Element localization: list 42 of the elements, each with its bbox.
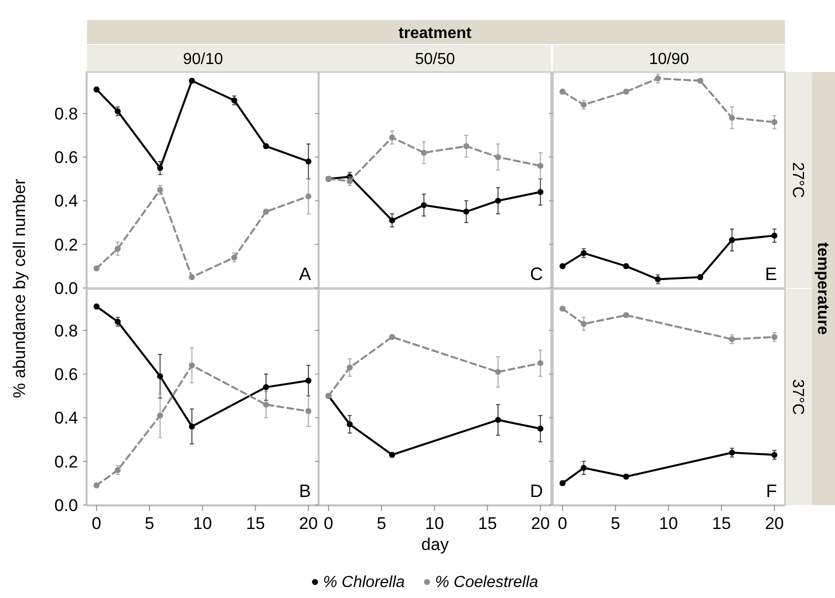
x-tick-label: 10 <box>425 514 444 533</box>
text: treatment <box>398 25 472 42</box>
x-tick-label: 0 <box>324 514 334 533</box>
annotation: D <box>530 481 543 501</box>
text: 27°C <box>789 162 806 198</box>
annotation: B <box>298 481 311 501</box>
chart-title: 10/90 <box>648 51 690 68</box>
x-tick-label: 15 <box>478 514 497 533</box>
x-tick-label: 0 <box>92 514 102 533</box>
y-tick-label: 0.4 <box>54 192 78 211</box>
annotation: A <box>298 264 311 284</box>
x-tick-label: 5 <box>144 514 154 533</box>
y-tick-label: 0.2 <box>54 235 78 254</box>
annotation: E <box>764 264 777 284</box>
y-tick-label: 0.6 <box>54 365 78 384</box>
x-tick-label: 0 <box>558 514 568 533</box>
y-tick-label: 0.8 <box>54 321 78 340</box>
x-tick-label: 15 <box>712 514 731 533</box>
x-axis-title: day <box>421 535 450 554</box>
text: 37°C <box>789 379 806 415</box>
legend-label: % Chlorella <box>323 574 405 591</box>
legend-label: % Coelestrella <box>435 574 538 591</box>
x-tick-label: 20 <box>298 514 318 533</box>
y-tick-label: 0.8 <box>54 104 78 124</box>
x-tick-label: 15 <box>246 514 265 533</box>
text: temperature <box>814 242 831 335</box>
y-tick-label: 0.2 <box>54 452 78 472</box>
x-tick-label: 5 <box>610 514 620 533</box>
y-axis-title: % abundance by cell number <box>10 178 29 398</box>
x-tick-label: 10 <box>659 514 678 533</box>
x-tick-label: 5 <box>376 514 386 533</box>
x-tick-label: 20 <box>764 514 784 533</box>
annotation: F <box>766 481 777 501</box>
x-tick-label: 20 <box>530 514 550 533</box>
chart-title: 90/10 <box>182 51 224 68</box>
x-tick-label: 10 <box>193 514 212 533</box>
y-tick-label: 0.6 <box>54 148 78 168</box>
chart-title: 50/50 <box>414 51 456 68</box>
y-tick-label: 0.0 <box>54 496 78 515</box>
y-tick-label: 0.0 <box>54 278 78 298</box>
annotation: C <box>530 264 543 284</box>
y-tick-label: 0.4 <box>54 408 78 428</box>
